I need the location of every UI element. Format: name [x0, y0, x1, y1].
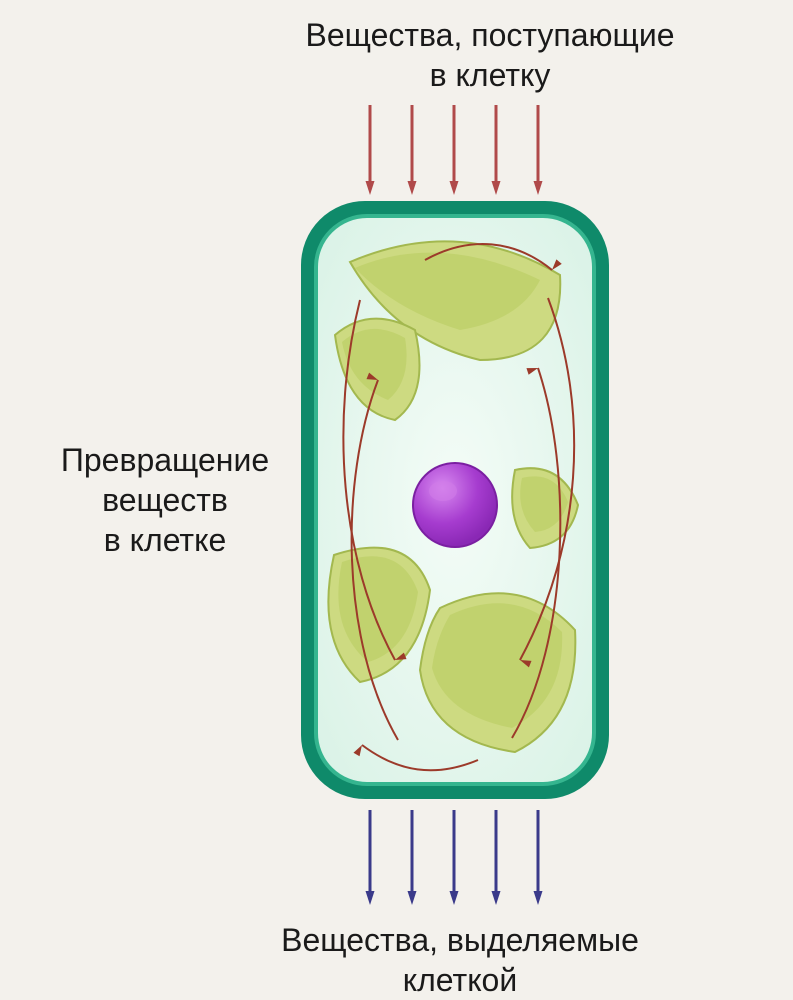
arrow-out-arrowhead-icon	[450, 891, 459, 905]
arrow-in-arrowhead-icon	[366, 181, 375, 195]
arrow-in-arrowhead-icon	[534, 181, 543, 195]
arrow-in-arrowhead-icon	[408, 181, 417, 195]
arrow-out-arrowhead-icon	[366, 891, 375, 905]
nucleus-highlight	[429, 481, 457, 501]
diagram-canvas: Вещества, поступающиев клетку Превращени…	[0, 0, 793, 1000]
arrow-out-arrowhead-icon	[534, 891, 543, 905]
nucleus-group	[413, 463, 497, 547]
arrow-in-arrowhead-icon	[450, 181, 459, 195]
arrow-out-arrowhead-icon	[408, 891, 417, 905]
arrow-out-arrowhead-icon	[492, 891, 501, 905]
nucleus	[413, 463, 497, 547]
arrows-out-group	[366, 810, 543, 905]
diagram-svg	[0, 0, 793, 1000]
arrows-in-group	[366, 105, 543, 195]
arrow-in-arrowhead-icon	[492, 181, 501, 195]
